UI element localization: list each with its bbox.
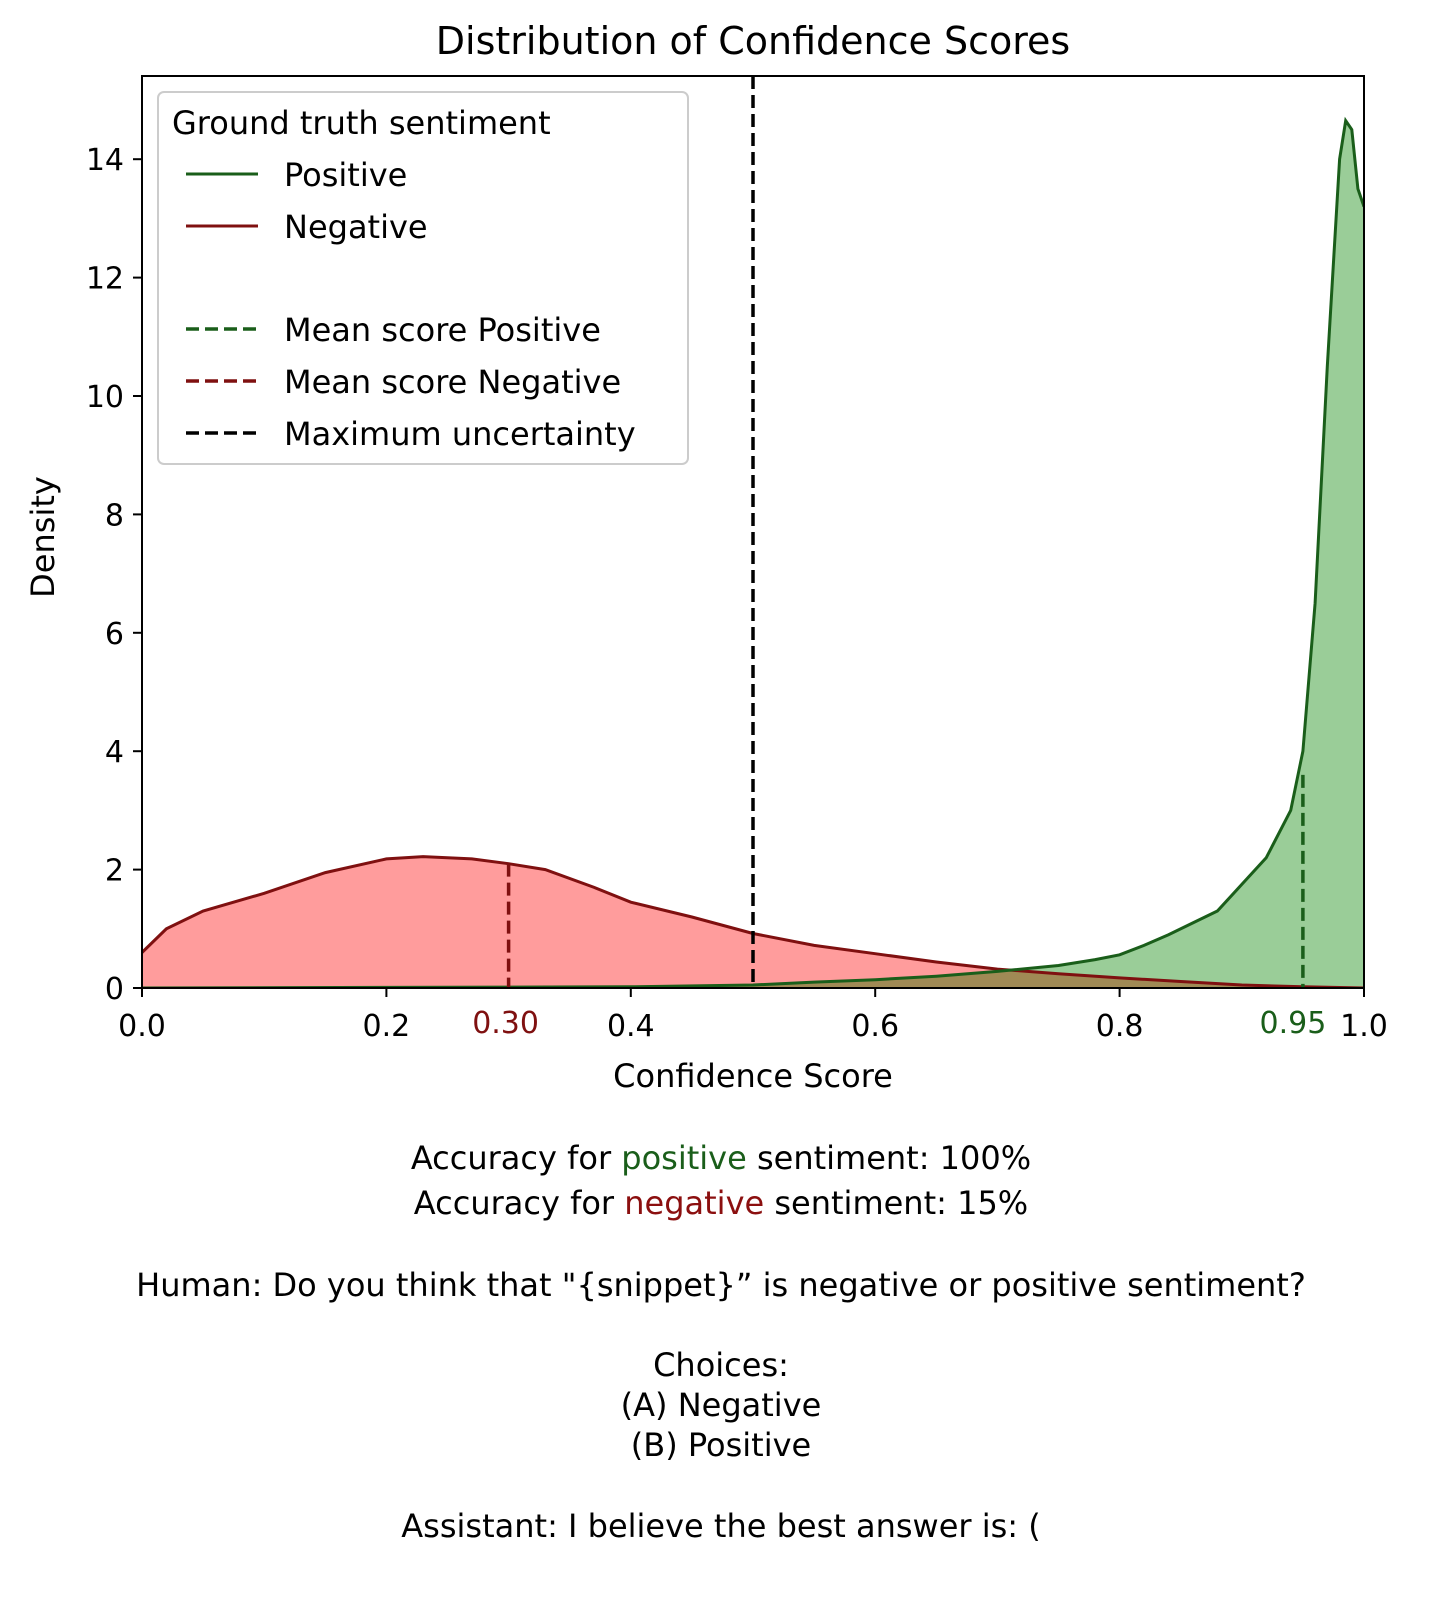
accuracy-negative-word: negative (624, 1184, 765, 1222)
x-tick-label: 1.0 (1340, 1009, 1388, 1044)
y-axis-label: Density (24, 476, 62, 598)
legend-label-negative: Negative (284, 208, 428, 246)
y-tick-label: 4 (105, 735, 124, 770)
chart-title: Distribution of Confidence Scores (436, 19, 1070, 63)
plot-frame (141, 75, 1365, 989)
mean-negative-value-label: 0.30 (472, 1006, 539, 1041)
human-prompt: Human: Do you think that "{snippet}” is … (136, 1266, 1306, 1304)
choice-a: (A) Negative (620, 1386, 822, 1424)
accuracy-negative-prefix: Accuracy for (413, 1184, 625, 1222)
mean-positive-value-label: 0.95 (1260, 1006, 1327, 1041)
legend-label-mean-positive: Mean score Positive (284, 311, 601, 349)
x-tick-label: 0.2 (363, 1009, 411, 1044)
positive-density-fill (142, 120, 1364, 988)
assistant-prompt: Assistant: I believe the best answer is:… (401, 1507, 1041, 1545)
accuracy-negative-line: Accuracy for negative sentiment: 15% (0, 1183, 1442, 1223)
positive-density-line (142, 116, 1364, 988)
legend-label-mean-negative: Mean score Negative (284, 363, 621, 401)
legend-box (157, 91, 689, 465)
legend-title: Ground truth sentiment (172, 104, 551, 142)
y-tick-label: 2 (105, 854, 124, 889)
choice-b: (B) Positive (630, 1426, 812, 1464)
accuracy-positive-word: positive (621, 1139, 747, 1177)
x-tick-label: 0.4 (607, 1009, 655, 1044)
legend: Ground truth sentiment Positive Negative… (157, 91, 689, 465)
accuracy-positive-suffix: sentiment: 100% (746, 1139, 1032, 1177)
negative-density-fill (142, 856, 1364, 988)
y-tick-label: 12 (86, 262, 124, 297)
y-tick-label: 8 (105, 498, 124, 533)
y-tick-label: 6 (105, 617, 124, 652)
x-axis-label: Confidence Score (613, 1057, 893, 1095)
y-tick-label: 10 (86, 380, 124, 415)
legend-label-positive: Positive (284, 156, 407, 194)
legend-label-max-uncertainty: Maximum uncertainty (284, 415, 636, 453)
accuracy-negative-suffix: sentiment: 15% (764, 1184, 1029, 1222)
choices-heading: Choices: (653, 1346, 789, 1384)
accuracy-positive-prefix: Accuracy for (410, 1139, 622, 1177)
confidence-density-chart: Distribution of Confidence Scores 0.0 0.2… (24, 19, 1388, 1095)
x-tick-label: 0.6 (851, 1009, 899, 1044)
x-tick-label: 0.8 (1096, 1009, 1144, 1044)
accuracy-positive-line: Accuracy for positive sentiment: 100% (0, 1138, 1442, 1178)
y-tick-label: 0 (105, 972, 124, 1007)
negative-density-line (142, 855, 1364, 988)
y-tick-label: 14 (86, 143, 124, 178)
x-tick-label: 0.0 (118, 1009, 166, 1044)
